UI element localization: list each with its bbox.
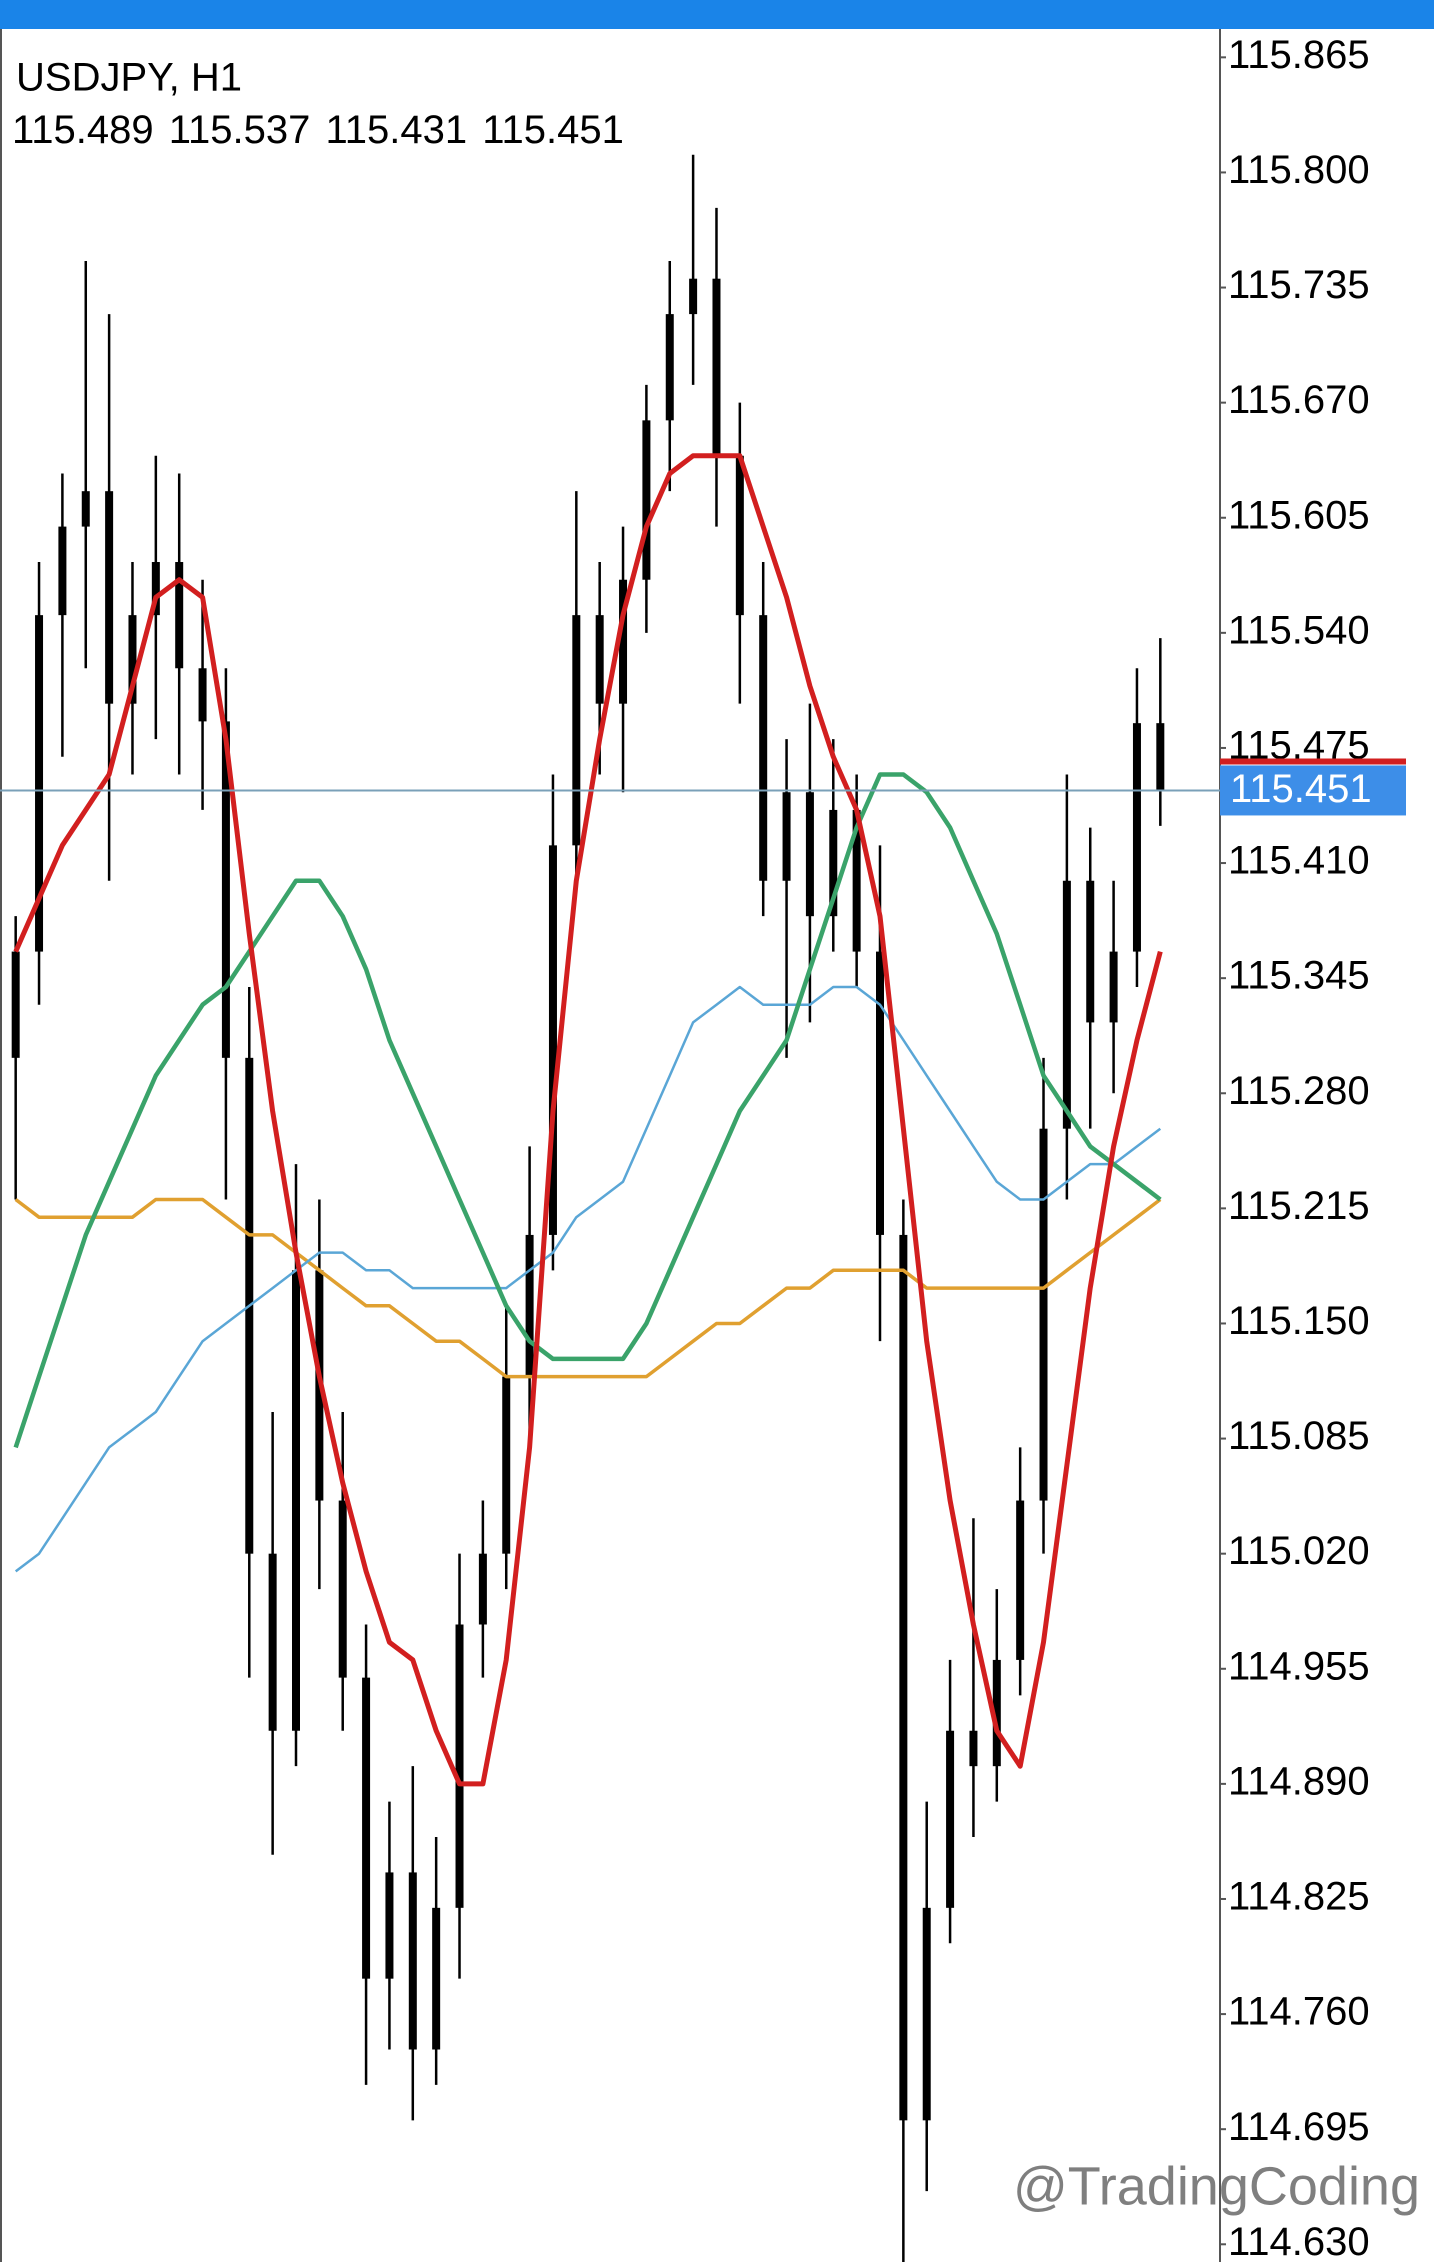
candle-body bbox=[362, 1677, 371, 1979]
y-tick-label: 115.085 bbox=[1228, 1414, 1370, 1458]
status-bar bbox=[0, 0, 1434, 29]
close-readout: 115.451 bbox=[482, 108, 624, 152]
candle-body bbox=[876, 951, 884, 1235]
candle-body bbox=[829, 809, 838, 917]
y-tick-label: 114.825 bbox=[1228, 1875, 1370, 1919]
candle-body bbox=[572, 615, 581, 846]
y-tick-label: 114.695 bbox=[1228, 2105, 1370, 2149]
candle-body bbox=[502, 1376, 511, 1554]
candle-body bbox=[385, 1872, 394, 1979]
candle-body bbox=[1109, 951, 1118, 1023]
candle-body bbox=[151, 562, 160, 616]
candle-body bbox=[455, 1624, 464, 1908]
candle-body bbox=[852, 809, 861, 952]
candle-body bbox=[408, 1872, 417, 2050]
candle-body bbox=[1156, 723, 1165, 791]
candle-body bbox=[922, 1907, 931, 2121]
candle-body bbox=[1086, 880, 1095, 1023]
candle-body bbox=[619, 579, 628, 704]
candle-body bbox=[432, 1907, 441, 2050]
moving-average-line bbox=[13, 453, 1163, 1787]
y-tick-label: 115.345 bbox=[1228, 954, 1370, 998]
candle-body bbox=[1016, 1500, 1025, 1660]
y-tick-label: 115.865 bbox=[1228, 33, 1370, 77]
candle-body bbox=[105, 491, 114, 704]
candle-body bbox=[478, 1553, 487, 1625]
ohlc-readout: 115.489 115.537 115.431 115.451 bbox=[12, 108, 624, 152]
candle-body bbox=[642, 420, 651, 580]
candle-body bbox=[338, 1500, 347, 1678]
moving-average-line bbox=[14, 1197, 1162, 1379]
moving-average-line bbox=[13, 772, 1162, 1449]
candle-body bbox=[11, 951, 20, 1058]
y-tick-label: 115.735 bbox=[1228, 263, 1370, 307]
y-tick-label: 115.020 bbox=[1228, 1529, 1370, 1573]
low-readout: 115.431 bbox=[326, 108, 468, 152]
candle-body bbox=[946, 1730, 955, 1908]
candle-body bbox=[665, 314, 674, 421]
y-tick-label: 115.150 bbox=[1228, 1299, 1370, 1343]
watermark: @TradingCoding bbox=[1013, 2156, 1420, 2216]
candle-body bbox=[198, 668, 207, 722]
candle-body bbox=[805, 792, 814, 917]
moving-average-line bbox=[14, 985, 1162, 1573]
candle-body bbox=[1132, 723, 1141, 952]
y-tick-label: 115.280 bbox=[1228, 1069, 1370, 1113]
high-readout: 115.537 bbox=[169, 108, 311, 152]
y-tick-label: 115.800 bbox=[1228, 148, 1370, 192]
candle-body bbox=[1039, 1128, 1048, 1501]
candle-body bbox=[81, 491, 90, 527]
candle-body bbox=[175, 562, 184, 669]
last-price-label: 115.451 bbox=[1230, 767, 1372, 811]
open-readout: 115.489 bbox=[12, 108, 154, 152]
candle-body bbox=[689, 278, 698, 315]
y-tick-label: 115.215 bbox=[1228, 1184, 1370, 1228]
candle-body bbox=[1062, 880, 1071, 1129]
y-tick-label: 114.890 bbox=[1228, 1759, 1370, 1803]
candle-body bbox=[595, 615, 604, 704]
candle-body bbox=[899, 1234, 908, 2121]
candle-body bbox=[992, 1659, 1001, 1767]
candle-body bbox=[712, 278, 721, 456]
last-price-box bbox=[1220, 765, 1406, 816]
candle-body bbox=[221, 721, 230, 1058]
candle-body bbox=[268, 1553, 277, 1731]
candle-body bbox=[735, 455, 744, 616]
y-tick-label: 115.410 bbox=[1228, 839, 1370, 883]
candle-body bbox=[128, 615, 137, 704]
candle-body bbox=[782, 792, 791, 881]
candle-body bbox=[292, 1270, 300, 1731]
candle-body bbox=[35, 615, 44, 952]
candle-body bbox=[525, 1234, 534, 1377]
candle-body bbox=[58, 526, 67, 616]
candle-body bbox=[548, 845, 557, 1235]
candle-body bbox=[969, 1730, 978, 1767]
y-tick-label: 114.760 bbox=[1228, 1990, 1370, 2034]
y-tick-label: 115.605 bbox=[1228, 493, 1370, 537]
symbol-title: USDJPY, H1 bbox=[16, 56, 242, 100]
y-tick-label: 115.670 bbox=[1228, 378, 1370, 422]
y-tick-label: 114.955 bbox=[1228, 1644, 1370, 1688]
y-tick-label: 114.630 bbox=[1228, 2220, 1370, 2262]
y-tick-label: 115.540 bbox=[1228, 608, 1370, 652]
candle-body bbox=[759, 615, 768, 881]
